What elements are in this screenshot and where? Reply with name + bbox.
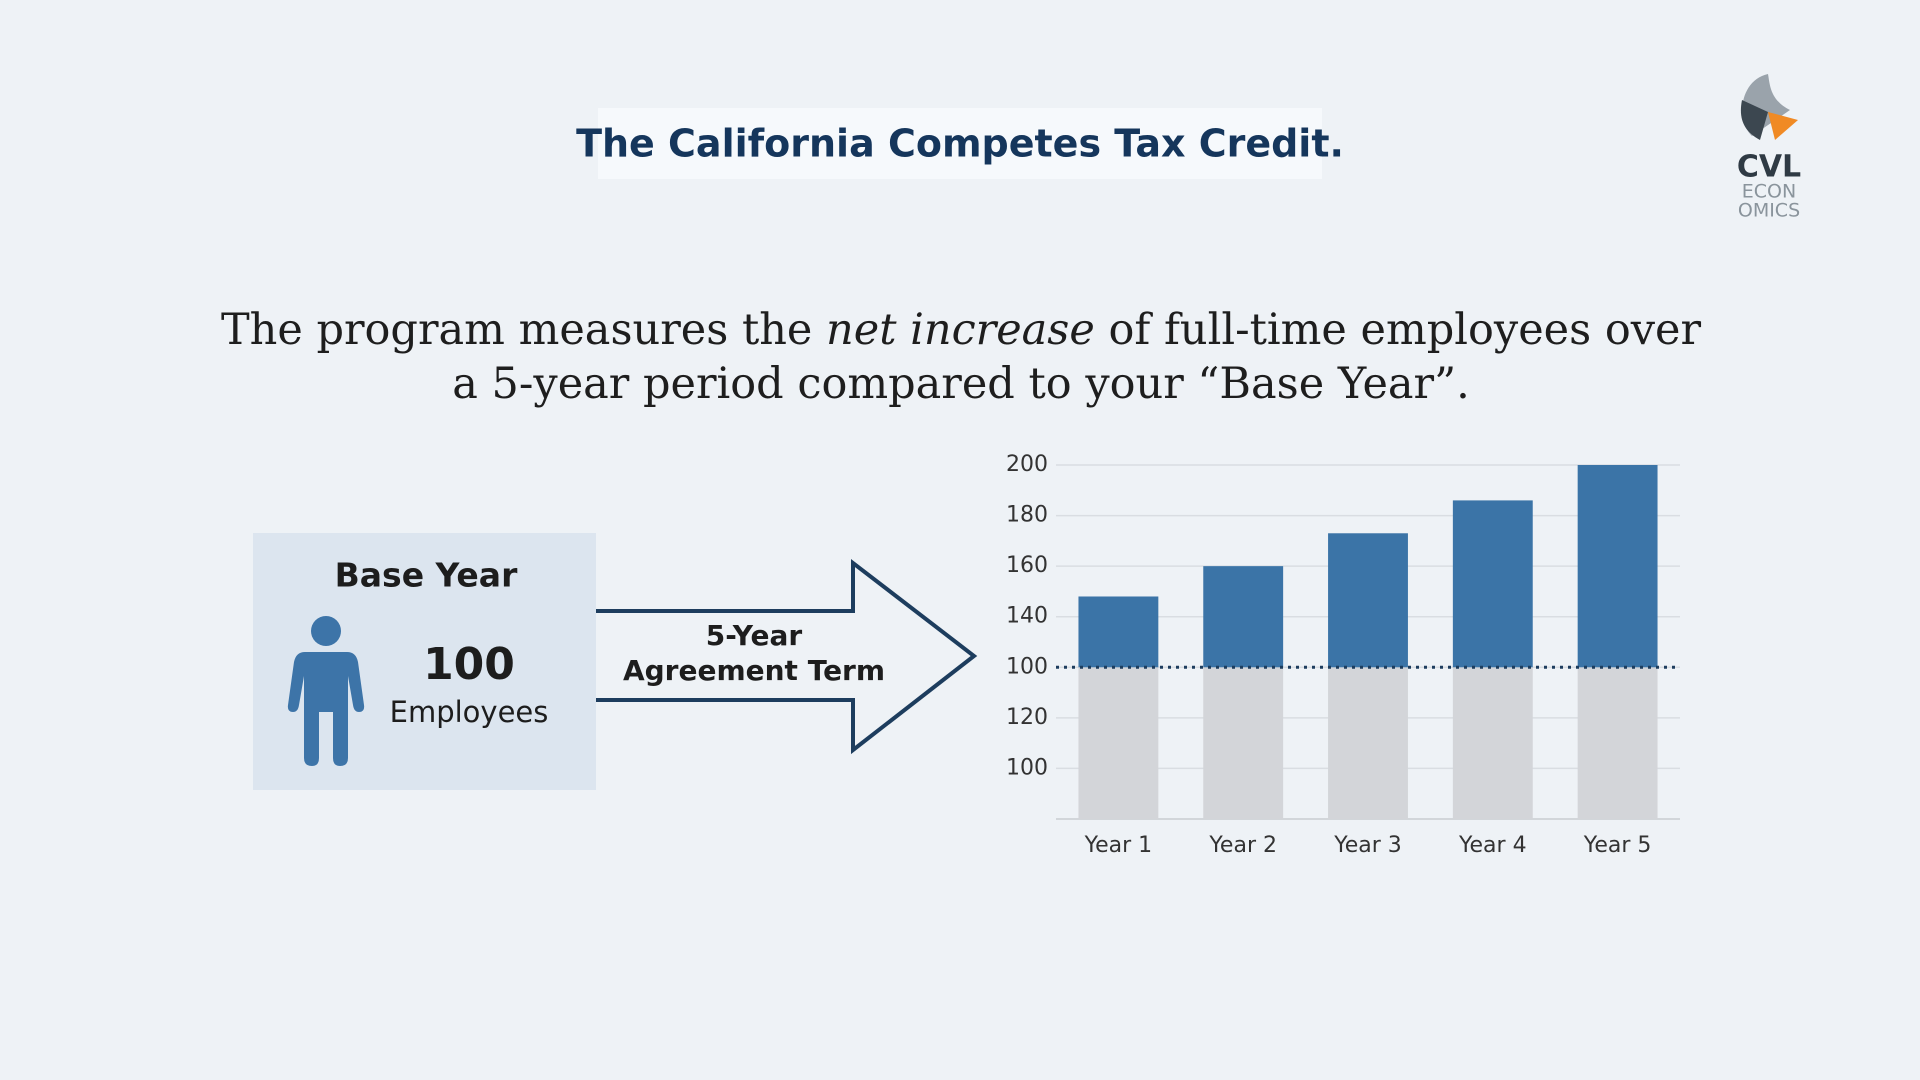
intro-part: of full-time employees over <box>1095 305 1702 355</box>
y-tick-label: 120 <box>1006 705 1048 730</box>
x-tick-label: Year 2 <box>1208 833 1277 858</box>
y-tick-label: 200 <box>1006 452 1048 477</box>
base-count: 100 <box>423 639 515 690</box>
title: The California Competes Tax Credit. <box>576 122 1344 166</box>
arrow-label: 5-Year <box>706 619 803 652</box>
bar <box>1078 596 1159 668</box>
base-unit: Employees <box>390 695 549 729</box>
base-bar <box>1452 667 1533 819</box>
x-tick-label: Year 1 <box>1084 833 1153 858</box>
logo-text: OMICS <box>1738 200 1800 222</box>
y-tick-label: 180 <box>1006 503 1048 528</box>
logo-text: CVL <box>1737 150 1801 185</box>
x-tick-label: Year 4 <box>1458 833 1527 858</box>
intro-line: a 5-year period compared to your “Base Y… <box>452 359 1470 409</box>
bar <box>1203 566 1284 668</box>
logo-text: ECON <box>1742 181 1796 203</box>
base-bar <box>1078 667 1159 819</box>
person-head <box>311 616 341 646</box>
y-tick-label: 140 <box>1006 604 1048 629</box>
arrow-label: Agreement Term <box>623 654 885 687</box>
intro-part: The program measures the <box>221 305 826 355</box>
arrow <box>596 558 978 755</box>
y-tick-label: 100 <box>1006 755 1048 780</box>
x-tick-label: Year 3 <box>1333 833 1402 858</box>
person-body <box>287 652 365 766</box>
y-tick-label: 100 <box>1006 654 1048 679</box>
intro-emphasis: net increase <box>826 305 1095 355</box>
person-icon <box>287 616 365 766</box>
logo-orange <box>1768 112 1798 140</box>
logo-dark <box>1740 100 1768 140</box>
base-title: Base Year <box>335 556 518 595</box>
intro-line: The program measures the net increase of… <box>221 305 1702 355</box>
bar <box>1452 500 1533 668</box>
title-box <box>598 108 1322 179</box>
base-bar <box>1203 667 1284 819</box>
x-tick-label: Year 5 <box>1583 833 1652 858</box>
base-bar <box>1328 667 1408 819</box>
bar <box>1328 533 1408 668</box>
y-tick-label: 160 <box>1006 553 1048 578</box>
bar <box>1577 465 1658 668</box>
base-bar <box>1577 667 1658 819</box>
logo: CVL ECON OMICS <box>1737 74 1801 222</box>
